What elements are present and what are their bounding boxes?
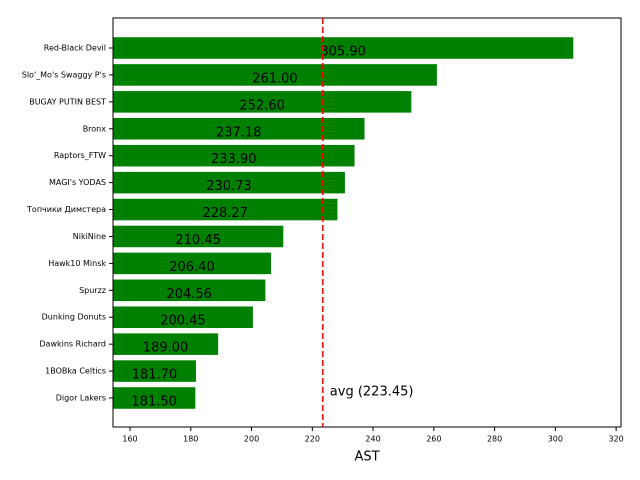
bar [113, 198, 338, 221]
average-label: avg (223.45) [330, 385, 414, 400]
bar [113, 279, 266, 302]
value-label: 181.50 [131, 395, 177, 410]
value-label: 230.73 [206, 179, 252, 194]
value-label: 181.70 [132, 368, 178, 383]
y-tick-label: Dunking Donuts [42, 313, 106, 322]
x-tick-label: 300 [548, 435, 563, 444]
y-tick-label: MAGI's YODAS [49, 178, 106, 187]
bar [113, 225, 284, 248]
y-tick-label: Топчики Димстера [26, 205, 106, 214]
bar [113, 306, 253, 328]
y-tick-label: Slo'_Mo's Swaggy P's [22, 70, 106, 79]
y-tick-label: Digor Lakers [56, 394, 106, 403]
value-label: 237.18 [216, 125, 262, 140]
bar [113, 171, 345, 194]
axes-frame [112, 17, 622, 428]
bar [113, 387, 196, 409]
bar [113, 118, 365, 140]
x-tick-label: 160 [122, 435, 137, 444]
y-tick-label: NikiNine [73, 232, 106, 241]
value-label: 210.45 [175, 233, 221, 248]
x-axis-label: AST [354, 450, 379, 465]
value-label: 204.56 [166, 287, 212, 302]
x-tick-label: 200 [244, 435, 259, 444]
value-label: 189.00 [143, 341, 189, 356]
x-tick-label: 280 [487, 435, 502, 444]
x-tick-label: 320 [608, 435, 623, 444]
x-tick-label: 240 [365, 435, 380, 444]
x-tick-label: 260 [426, 435, 441, 444]
value-label: 233.90 [211, 152, 257, 167]
y-tick-label: Red-Black Devil [44, 44, 106, 53]
bar [113, 37, 574, 59]
y-tick-label: Dawkins Richard [39, 340, 106, 349]
value-label: 200.45 [160, 314, 206, 329]
value-label: 305.90 [320, 45, 366, 60]
y-tick-label: Bronx [83, 124, 107, 133]
bar [113, 333, 219, 355]
y-tick-label: 1BOBka Celtics [45, 367, 106, 376]
bar [113, 64, 437, 86]
bar [113, 91, 412, 113]
value-label: 228.27 [202, 206, 248, 221]
y-tick-label: Raptors_FTW [54, 151, 106, 160]
value-label: 252.60 [239, 98, 285, 113]
bar [113, 360, 196, 382]
y-tick-label: Spurzz [79, 286, 106, 295]
value-label: 206.40 [169, 260, 215, 275]
value-label: 261.00 [252, 71, 298, 86]
x-tick-label: 180 [183, 435, 198, 444]
y-tick-label: BUGAY PUTIN BEST [29, 97, 106, 106]
y-tick-label: Hawk10 Minsk [48, 259, 106, 268]
x-tick-label: 220 [305, 435, 320, 444]
bar [113, 144, 355, 167]
plot-area [113, 37, 574, 409]
bar [113, 252, 271, 275]
